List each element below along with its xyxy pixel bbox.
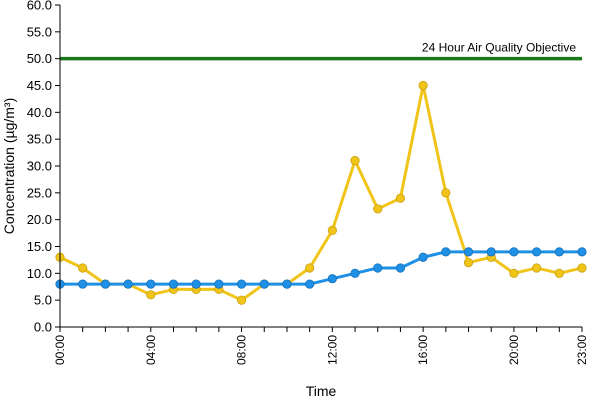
x-tick-label: 12:00 bbox=[325, 335, 339, 365]
series-1-point bbox=[509, 268, 519, 278]
series-2-point bbox=[259, 279, 269, 289]
x-tick-label: 00:00 bbox=[53, 335, 67, 365]
y-tick-label: 10.0 bbox=[27, 266, 52, 281]
series-1-point bbox=[327, 225, 337, 235]
series-2-point bbox=[395, 263, 406, 273]
series-1-point bbox=[305, 263, 315, 273]
series-1-point bbox=[463, 257, 474, 268]
series-2-point bbox=[146, 279, 156, 289]
series-2-point bbox=[100, 279, 110, 289]
x-tick-label: 04:00 bbox=[144, 335, 158, 365]
y-tick-label: 20.0 bbox=[27, 212, 52, 227]
series-1-point bbox=[78, 263, 88, 273]
series-2-point bbox=[214, 279, 224, 289]
series-1-point bbox=[554, 268, 564, 278]
y-tick-label: 15.0 bbox=[27, 239, 52, 254]
series-2-point bbox=[486, 247, 496, 257]
series-1-point bbox=[577, 263, 587, 273]
y-tick-label: 55.0 bbox=[27, 24, 52, 39]
series-2-point bbox=[441, 247, 451, 257]
series-2-point bbox=[373, 263, 383, 273]
x-axis-title: Time bbox=[306, 383, 337, 399]
series-2-point bbox=[532, 247, 542, 257]
y-tick-label: 5.0 bbox=[34, 293, 52, 308]
series-1-point bbox=[373, 204, 383, 214]
series-1-point bbox=[532, 263, 542, 273]
series-1-point bbox=[441, 188, 451, 198]
series-2-point bbox=[350, 268, 360, 278]
series-2-point bbox=[123, 279, 133, 289]
series-1-line bbox=[59, 84, 583, 302]
x-tick-label: 16:00 bbox=[416, 335, 430, 365]
series-2-point bbox=[327, 274, 337, 284]
series-2-point bbox=[305, 279, 315, 289]
series-2-point bbox=[191, 279, 201, 289]
series-1-point bbox=[236, 295, 247, 305]
series-1-point bbox=[350, 156, 360, 166]
series-2-line bbox=[60, 250, 582, 286]
x-tick-label: 08:00 bbox=[235, 335, 249, 365]
series-2-point bbox=[282, 279, 292, 289]
y-tick-label: 45.0 bbox=[27, 78, 52, 93]
series-2-point bbox=[168, 279, 179, 289]
series-2-point bbox=[78, 279, 88, 289]
x-tick-label: 20:00 bbox=[507, 335, 521, 365]
y-tick-label: 50.0 bbox=[27, 51, 52, 66]
y-axis-title: Concentration (µg/m³) bbox=[1, 98, 17, 234]
series-1-point bbox=[395, 193, 406, 203]
series-2-point bbox=[463, 247, 474, 257]
series-2-point bbox=[236, 279, 247, 289]
series-1-point bbox=[418, 80, 428, 91]
y-tick-label: 35.0 bbox=[27, 132, 52, 147]
x-tick-label: 23:00 bbox=[575, 335, 589, 365]
air-quality-objective-label: 24 Hour Air Quality Objective bbox=[422, 41, 576, 55]
series-2-point bbox=[418, 252, 428, 262]
y-tick-label: 30.0 bbox=[27, 159, 52, 174]
y-tick-label: 40.0 bbox=[27, 105, 52, 120]
y-tick-label: 0.0 bbox=[34, 320, 52, 335]
series-2-point bbox=[509, 247, 519, 257]
y-tick-label: 25.0 bbox=[27, 185, 52, 200]
series-1-point bbox=[146, 290, 156, 300]
series-2-point bbox=[577, 247, 587, 257]
series-2-point bbox=[554, 247, 564, 257]
y-tick-label: 60.0 bbox=[27, 0, 52, 13]
